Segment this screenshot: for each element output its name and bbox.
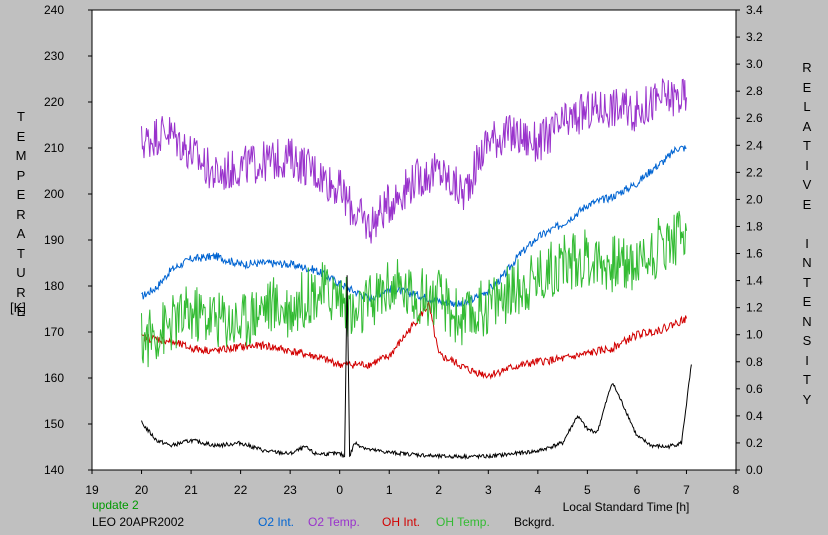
left-tick-label: 180 bbox=[44, 279, 64, 293]
x-tick-label: 6 bbox=[634, 483, 641, 497]
right-tick-label: 3.4 bbox=[746, 3, 763, 17]
plot-area bbox=[91, 9, 737, 471]
right-tick-label: 2.8 bbox=[746, 84, 763, 98]
x-tick-label: 4 bbox=[535, 483, 542, 497]
left-tick-label: 150 bbox=[44, 417, 64, 431]
right-axis-title: R E L A T I V E I N T E N S I T Y bbox=[802, 60, 812, 407]
right-tick-label: 0.2 bbox=[746, 436, 763, 450]
left-tick-label: 220 bbox=[44, 95, 64, 109]
legend-oh-temp: OH Temp. bbox=[436, 515, 490, 529]
x-tick-label: 1 bbox=[386, 483, 393, 497]
left-tick-label: 170 bbox=[44, 325, 64, 339]
x-tick-label: 5 bbox=[584, 483, 591, 497]
left-axis-title: T E M P E R A T U R E bbox=[15, 109, 27, 319]
x-tick-label: 23 bbox=[283, 483, 297, 497]
right-tick-label: 3.0 bbox=[746, 57, 763, 71]
right-tick-label: 3.2 bbox=[746, 30, 763, 44]
right-tick-label: 1.2 bbox=[746, 301, 763, 315]
x-tick-label: 21 bbox=[184, 483, 198, 497]
right-tick-label: 2.4 bbox=[746, 138, 763, 152]
legend-o2-int: O2 Int. bbox=[258, 515, 295, 529]
right-tick-label: 1.4 bbox=[746, 274, 763, 288]
series-line-oh-temp bbox=[141, 210, 687, 368]
update-label: update 2 bbox=[92, 498, 139, 512]
left-tick-label: 200 bbox=[44, 187, 64, 201]
x-tick-label: 19 bbox=[85, 483, 99, 497]
left-tick-label: 140 bbox=[44, 463, 64, 477]
series-line-o2-temp bbox=[141, 78, 687, 244]
x-tick-label: 22 bbox=[234, 483, 248, 497]
left-tick-label: 160 bbox=[44, 371, 64, 385]
right-tick-label: 1.0 bbox=[746, 328, 763, 342]
right-tick-label: 2.6 bbox=[746, 111, 763, 125]
right-tick-label: 2.0 bbox=[746, 192, 763, 206]
right-tick-label: 1.6 bbox=[746, 247, 763, 261]
legend-bckgrd: Bckgrd. bbox=[514, 515, 555, 529]
legend-o2-temp: O2 Temp. bbox=[308, 515, 360, 529]
x-tick-label: 2 bbox=[435, 483, 442, 497]
right-tick-label: 0.6 bbox=[746, 382, 763, 396]
right-tick-label: 2.2 bbox=[746, 165, 763, 179]
left-tick-label: 190 bbox=[44, 233, 64, 247]
left-tick-label: 240 bbox=[44, 3, 64, 17]
x-tick-label: 3 bbox=[485, 483, 492, 497]
right-tick-label: 1.8 bbox=[746, 219, 763, 233]
left-tick-label: 230 bbox=[44, 49, 64, 63]
x-tick-label: 8 bbox=[733, 483, 740, 497]
series-line-oh-int bbox=[141, 301, 687, 380]
right-tick-label: 0.8 bbox=[746, 355, 763, 369]
series-line-bckgrd bbox=[141, 275, 692, 461]
right-tick-label: 0.0 bbox=[746, 463, 763, 477]
legend-oh-int: OH Int. bbox=[382, 515, 421, 529]
x-tick-label: 20 bbox=[135, 483, 149, 497]
series-line-o2-int bbox=[141, 145, 687, 308]
left-tick-label: 210 bbox=[44, 141, 64, 155]
site-date-label: LEO 20APR2002 bbox=[92, 515, 185, 529]
right-tick-label: 0.4 bbox=[746, 409, 763, 423]
x-tick-label: 0 bbox=[336, 483, 343, 497]
x-tick-label: 7 bbox=[683, 483, 690, 497]
left-axis-unit: [K] bbox=[10, 300, 26, 315]
x-axis-title: Local Standard Time [h] bbox=[563, 500, 690, 514]
